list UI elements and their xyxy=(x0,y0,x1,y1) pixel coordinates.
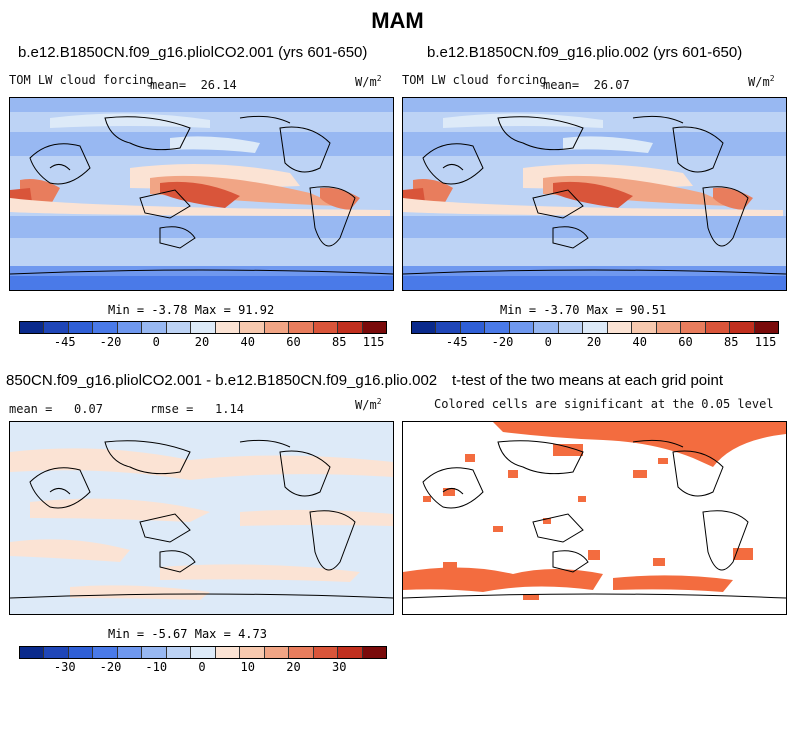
colorbar-tick-label: 60 xyxy=(678,335,693,349)
colorbar-tick-label: 85 xyxy=(332,335,347,349)
colorbar-swatch xyxy=(215,322,241,333)
colorbar-swatch xyxy=(558,322,584,333)
colorbar-swatch xyxy=(362,322,387,333)
colorbar-tick-label: 115 xyxy=(362,335,385,349)
colorbar-tick-label: 0 xyxy=(544,335,552,349)
colorbar-tick-label: 40 xyxy=(632,335,647,349)
colorbar-swatch xyxy=(313,322,339,333)
colorbar-tick-label: 20 xyxy=(194,335,210,349)
panel3-units: W/m2 xyxy=(355,397,382,412)
colorbar-swatch xyxy=(681,322,706,333)
panel3-rmse: rmse = 1.14 xyxy=(150,402,244,416)
colorbar-swatch xyxy=(44,322,69,333)
colorbar-swatch xyxy=(607,322,633,333)
colorbar-swatch xyxy=(362,647,387,658)
panel2-map xyxy=(402,97,787,291)
colorbar-tick-label: 10 xyxy=(240,660,255,674)
panel2-variable: TOM LW cloud forcing xyxy=(402,73,547,87)
colorbar-swatch xyxy=(240,322,265,333)
colorbar-swatch xyxy=(264,322,290,333)
panel1-mean: mean= 26.14 xyxy=(150,78,237,92)
panel3-map xyxy=(9,421,394,615)
colorbar-tick-label: 30 xyxy=(332,660,347,674)
panel1-colorbar xyxy=(19,321,387,334)
colorbar-swatch xyxy=(44,647,69,658)
panel2-title: b.e12.B1850CN.f09_g16.plio.002 (yrs 601-… xyxy=(427,44,743,61)
colorbar-tick-label: 60 xyxy=(286,335,301,349)
colorbar-tick-label: 115 xyxy=(754,335,777,349)
colorbar-swatch xyxy=(656,322,682,333)
colorbar-tick-label: 20 xyxy=(586,335,602,349)
colorbar-tick-label: -30 xyxy=(53,660,76,674)
colorbar-tick-label: -10 xyxy=(145,660,168,674)
colorbar-swatch xyxy=(142,647,167,658)
colorbar-swatch xyxy=(534,322,559,333)
colorbar-swatch xyxy=(68,647,94,658)
panel2-mean: mean= 26.07 xyxy=(543,78,630,92)
colorbar-swatch xyxy=(93,647,118,658)
colorbar-swatch xyxy=(632,322,657,333)
figure-title: MAM xyxy=(371,8,424,33)
colorbar-swatch xyxy=(117,647,143,658)
colorbar-tick-label: 20 xyxy=(286,660,301,674)
colorbar-tick-label: 40 xyxy=(240,335,255,349)
colorbar-swatch xyxy=(436,322,461,333)
colorbar-tick-label: -45 xyxy=(445,335,468,349)
colorbar-swatch xyxy=(20,647,45,658)
colorbar-swatch xyxy=(485,322,510,333)
colorbar-tick-label: -20 xyxy=(491,335,514,349)
panel4-map xyxy=(402,421,787,615)
panel2-units: W/m2 xyxy=(748,74,775,89)
colorbar-swatch xyxy=(68,322,94,333)
panel1-minmax: Min = -3.78 Max = 91.92 xyxy=(108,303,275,317)
colorbar-swatch xyxy=(583,322,608,333)
colorbar-tick-label: -20 xyxy=(99,335,122,349)
colorbar-swatch xyxy=(166,647,192,658)
panel2-minmax: Min = -3.70 Max = 90.51 xyxy=(500,303,667,317)
panel4-note: Colored cells are significant at the 0.0… xyxy=(434,397,774,411)
colorbar-swatch xyxy=(289,322,314,333)
panel3-title: 850CN.f09_g16.pliolCO2.001 - b.e12.B1850… xyxy=(6,372,438,389)
colorbar-swatch xyxy=(460,322,486,333)
colorbar-swatch xyxy=(117,322,143,333)
colorbar-swatch xyxy=(754,322,779,333)
colorbar-tick-label: 0 xyxy=(198,660,206,674)
colorbar-tick-label: -45 xyxy=(53,335,76,349)
colorbar-swatch xyxy=(705,322,731,333)
colorbar-swatch xyxy=(191,647,216,658)
panel3-colorbar xyxy=(19,646,387,659)
colorbar-swatch xyxy=(240,647,265,658)
colorbar-swatch xyxy=(215,647,241,658)
colorbar-swatch xyxy=(313,647,339,658)
panel4-title: t-test of the two means at each grid poi… xyxy=(452,372,723,389)
panel1-map xyxy=(9,97,394,291)
colorbar-swatch xyxy=(264,647,290,658)
colorbar-swatch xyxy=(166,322,192,333)
colorbar-swatch xyxy=(142,322,167,333)
panel1-title: b.e12.B1850CN.f09_g16.pliolCO2.001 (yrs … xyxy=(18,44,368,61)
panel3-mean: mean = 0.07 xyxy=(9,402,103,416)
colorbar-swatch xyxy=(412,322,437,333)
panel1-variable: TOM LW cloud forcing xyxy=(9,73,154,87)
colorbar-swatch xyxy=(338,322,363,333)
colorbar-swatch xyxy=(338,647,363,658)
panel2-colorbar xyxy=(411,321,779,334)
colorbar-swatch xyxy=(730,322,755,333)
panel1-units: W/m2 xyxy=(355,74,382,89)
colorbar-swatch xyxy=(20,322,45,333)
panel3-minmax: Min = -5.67 Max = 4.73 xyxy=(108,627,267,641)
colorbar-swatch xyxy=(509,322,535,333)
colorbar-tick-label: 0 xyxy=(152,335,160,349)
colorbar-tick-label: 85 xyxy=(724,335,739,349)
colorbar-swatch xyxy=(93,322,118,333)
colorbar-tick-label: -20 xyxy=(99,660,122,674)
colorbar-swatch xyxy=(289,647,314,658)
colorbar-swatch xyxy=(191,322,216,333)
